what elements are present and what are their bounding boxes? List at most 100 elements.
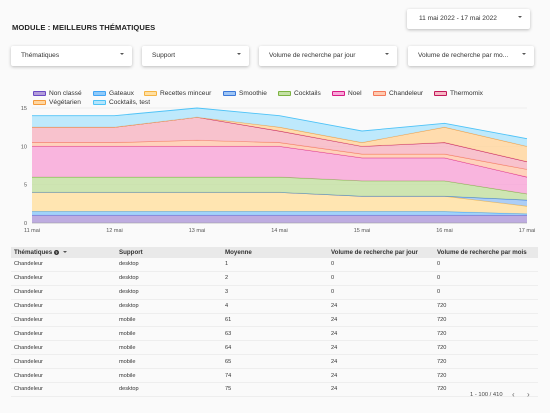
table-cell: desktop bbox=[116, 258, 222, 272]
legend-item[interactable]: Cocktails, test bbox=[93, 99, 150, 106]
legend-item[interactable]: Recettes minceur bbox=[144, 90, 211, 97]
table-cell: 720 bbox=[434, 299, 538, 314]
area-series-1 bbox=[32, 211, 527, 216]
table-cell: mobile bbox=[116, 313, 222, 328]
x-tick-label: 13 mai bbox=[189, 228, 206, 234]
table-cell: 24 bbox=[328, 326, 434, 342]
legend-item[interactable]: Smoothie bbox=[223, 90, 267, 97]
table-cell: 24 bbox=[328, 299, 434, 314]
column-header-volume-mois[interactable]: Volume de recherche par mois bbox=[437, 249, 527, 256]
table-cell: Chandeleur bbox=[11, 326, 116, 342]
x-tick-label: 12 mai bbox=[106, 228, 123, 234]
table-cell: 24 bbox=[328, 313, 434, 328]
legend-swatch bbox=[144, 90, 157, 96]
table-cell: 74 bbox=[222, 368, 328, 384]
table-cell: Chandeleur bbox=[11, 299, 116, 314]
table-cell: 0 bbox=[328, 285, 434, 300]
legend-label: Recettes minceur bbox=[160, 90, 212, 97]
table-cell: 24 bbox=[328, 368, 434, 384]
line-series-8 bbox=[32, 116, 528, 147]
table-cell: 75 bbox=[222, 382, 328, 397]
page-title: MODULE : MEILLEURS THÉMATIQUES bbox=[12, 23, 156, 32]
chevron-down-icon bbox=[237, 53, 241, 55]
table-cell: 24 bbox=[328, 382, 434, 397]
table-row[interactable]: Chandeleur mobile 74 24 720 bbox=[11, 368, 538, 384]
x-tick-label: 16 mai bbox=[436, 228, 453, 234]
legend-item[interactable]: Végétarien bbox=[33, 99, 81, 106]
legend-item[interactable]: Gateaux bbox=[93, 90, 134, 97]
x-tick-label: 17 mai bbox=[519, 228, 536, 234]
area-series-2 bbox=[32, 192, 527, 214]
legend-swatch bbox=[93, 90, 106, 96]
area-series-6 bbox=[32, 140, 527, 177]
date-range-label: 11 mai 2022 - 17 mai 2022 bbox=[419, 15, 497, 22]
filter-volume-mois[interactable]: Volume de recherche par mo... bbox=[408, 46, 534, 66]
legend-swatch bbox=[373, 90, 386, 96]
prev-page-icon[interactable]: ‹ bbox=[512, 390, 515, 399]
y-tick-label: 15 bbox=[21, 106, 27, 112]
filter-thematiques[interactable]: Thématiques bbox=[11, 46, 132, 66]
filter-label: Support bbox=[152, 52, 176, 59]
legend-item[interactable]: Thermomix bbox=[434, 90, 483, 97]
filter-volume-jour[interactable]: Volume de recherche par jour bbox=[259, 46, 397, 66]
table-cell: desktop bbox=[116, 382, 222, 397]
column-header-volume-jour[interactable]: Volume de recherche par jour bbox=[331, 249, 418, 256]
legend-label: Gateaux bbox=[109, 90, 134, 97]
table-cell: 2 bbox=[222, 271, 328, 286]
table-cell: Chandeleur bbox=[11, 340, 116, 356]
table-cell: 720 bbox=[434, 340, 538, 356]
table-cell: 0 bbox=[434, 271, 538, 286]
table-cell: 0 bbox=[434, 285, 538, 300]
table-row[interactable]: Chandeleur desktop 1 0 0 bbox=[11, 258, 538, 272]
legend-label: Non classé bbox=[49, 90, 82, 97]
legend-item[interactable]: Chandeleur bbox=[373, 90, 423, 97]
table-row[interactable]: Chandeleur desktop 4 24 720 bbox=[11, 299, 538, 314]
legend-item[interactable]: Non classé bbox=[33, 90, 82, 97]
legend-swatch bbox=[332, 90, 345, 96]
date-range-picker[interactable]: 11 mai 2022 - 17 mai 2022 bbox=[407, 9, 530, 29]
table-cell: Chandeleur bbox=[11, 258, 116, 272]
legend-swatch bbox=[93, 99, 106, 105]
table-cell: Chandeleur bbox=[11, 354, 116, 370]
column-header-support[interactable]: Support bbox=[119, 249, 143, 256]
legend-item[interactable]: Noel bbox=[332, 90, 362, 97]
table-cell: mobile bbox=[116, 340, 222, 356]
table-row[interactable]: Chandeleur mobile 64 24 720 bbox=[11, 340, 538, 356]
sort-desc-icon[interactable] bbox=[62, 251, 67, 254]
line-series-9 bbox=[32, 107, 528, 140]
table-row[interactable]: Chandeleur mobile 65 24 720 bbox=[11, 354, 538, 370]
y-tick-label: 5 bbox=[24, 183, 27, 189]
column-header-thematiques[interactable]: Thématiques ? bbox=[11, 247, 116, 258]
data-table: Thématiques ? Support Moyenne Volume de … bbox=[11, 247, 538, 397]
legend-label: Cocktails bbox=[294, 90, 321, 97]
table-cell: 63 bbox=[222, 326, 328, 342]
chevron-down-icon bbox=[522, 53, 526, 55]
table-cell: 720 bbox=[434, 368, 538, 384]
next-page-icon[interactable]: › bbox=[527, 390, 530, 399]
table-row[interactable]: Chandeleur desktop 75 24 720 bbox=[11, 382, 538, 397]
table-cell: mobile bbox=[116, 368, 222, 384]
table-row[interactable]: Chandeleur desktop 2 0 0 bbox=[11, 271, 538, 286]
filter-label: Thématiques bbox=[21, 52, 60, 59]
filter-label: Volume de recherche par jour bbox=[269, 52, 356, 59]
info-icon[interactable]: ? bbox=[53, 249, 59, 255]
column-header-moyenne[interactable]: Moyenne bbox=[225, 249, 252, 256]
table-cell: 0 bbox=[328, 258, 434, 272]
area-series-0 bbox=[32, 215, 527, 223]
table-row[interactable]: Chandeleur mobile 63 24 720 bbox=[11, 326, 538, 342]
legend-item[interactable]: Cocktails bbox=[278, 90, 321, 97]
area-series-8 bbox=[32, 117, 527, 162]
filter-support[interactable]: Support bbox=[142, 46, 249, 66]
stacked-area-chart: 0 5 10 15 11 mai 12 mai 13 mai 14 mai 15 mai 16 m… bbox=[21, 106, 536, 234]
table-row[interactable]: Chandeleur desktop 3 0 0 bbox=[11, 285, 538, 300]
legend-label: Végétarien bbox=[49, 99, 81, 106]
legend-swatch bbox=[33, 99, 46, 105]
area-series-7 bbox=[32, 117, 527, 170]
table-cell: Chandeleur bbox=[11, 285, 116, 300]
table-cell: mobile bbox=[116, 326, 222, 342]
table-row[interactable]: Chandeleur mobile 61 24 720 bbox=[11, 313, 538, 328]
table-cell: 64 bbox=[222, 340, 328, 356]
table-cell: 720 bbox=[434, 354, 538, 370]
filter-label: Volume de recherche par mo... bbox=[418, 52, 509, 59]
x-tick-label: 11 mai bbox=[24, 228, 40, 234]
